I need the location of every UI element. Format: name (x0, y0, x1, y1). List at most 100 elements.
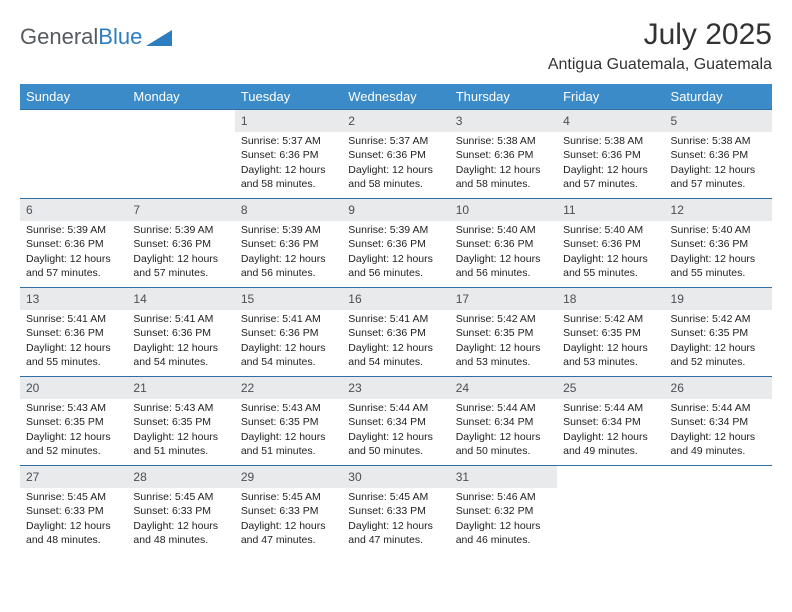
day-number: 23 (342, 377, 449, 399)
day-details: Sunrise: 5:45 AMSunset: 6:33 PMDaylight:… (342, 488, 449, 551)
day-details: Sunrise: 5:39 AMSunset: 6:36 PMDaylight:… (342, 221, 449, 284)
day-number: 20 (20, 377, 127, 399)
day-details: Sunrise: 5:44 AMSunset: 6:34 PMDaylight:… (665, 399, 772, 462)
day-details: Sunrise: 5:45 AMSunset: 6:33 PMDaylight:… (235, 488, 342, 551)
day-number: 22 (235, 377, 342, 399)
day-cell: 18Sunrise: 5:42 AMSunset: 6:35 PMDayligh… (557, 288, 664, 377)
day-cell: 9Sunrise: 5:39 AMSunset: 6:36 PMDaylight… (342, 199, 449, 288)
calendar-row: 27Sunrise: 5:45 AMSunset: 6:33 PMDayligh… (20, 466, 772, 555)
day-details: Sunrise: 5:46 AMSunset: 6:32 PMDaylight:… (450, 488, 557, 551)
day-cell: 12Sunrise: 5:40 AMSunset: 6:36 PMDayligh… (665, 199, 772, 288)
empty-cell (20, 110, 127, 199)
day-cell: 15Sunrise: 5:41 AMSunset: 6:36 PMDayligh… (235, 288, 342, 377)
header: GeneralBlue July 2025 Antigua Guatemala,… (20, 18, 772, 74)
day-details: Sunrise: 5:45 AMSunset: 6:33 PMDaylight:… (127, 488, 234, 551)
weekday-header: Tuesday (235, 84, 342, 110)
day-cell: 29Sunrise: 5:45 AMSunset: 6:33 PMDayligh… (235, 466, 342, 555)
day-number: 1 (235, 110, 342, 132)
day-details: Sunrise: 5:42 AMSunset: 6:35 PMDaylight:… (665, 310, 772, 373)
day-cell: 22Sunrise: 5:43 AMSunset: 6:35 PMDayligh… (235, 377, 342, 466)
day-number: 29 (235, 466, 342, 488)
day-number: 31 (450, 466, 557, 488)
weekday-header: Thursday (450, 84, 557, 110)
day-cell: 2Sunrise: 5:37 AMSunset: 6:36 PMDaylight… (342, 110, 449, 199)
day-number: 28 (127, 466, 234, 488)
weekday-header: Saturday (665, 84, 772, 110)
day-details: Sunrise: 5:44 AMSunset: 6:34 PMDaylight:… (342, 399, 449, 462)
weekday-header-row: SundayMondayTuesdayWednesdayThursdayFrid… (20, 84, 772, 110)
day-cell: 7Sunrise: 5:39 AMSunset: 6:36 PMDaylight… (127, 199, 234, 288)
day-details: Sunrise: 5:43 AMSunset: 6:35 PMDaylight:… (235, 399, 342, 462)
day-number: 27 (20, 466, 127, 488)
day-number: 21 (127, 377, 234, 399)
day-details: Sunrise: 5:37 AMSunset: 6:36 PMDaylight:… (235, 132, 342, 195)
weekday-header: Sunday (20, 84, 127, 110)
day-cell: 21Sunrise: 5:43 AMSunset: 6:35 PMDayligh… (127, 377, 234, 466)
title-block: July 2025 Antigua Guatemala, Guatemala (548, 18, 772, 74)
day-details: Sunrise: 5:42 AMSunset: 6:35 PMDaylight:… (450, 310, 557, 373)
day-number: 7 (127, 199, 234, 221)
day-details: Sunrise: 5:38 AMSunset: 6:36 PMDaylight:… (450, 132, 557, 195)
day-details: Sunrise: 5:42 AMSunset: 6:35 PMDaylight:… (557, 310, 664, 373)
day-cell: 30Sunrise: 5:45 AMSunset: 6:33 PMDayligh… (342, 466, 449, 555)
day-cell: 4Sunrise: 5:38 AMSunset: 6:36 PMDaylight… (557, 110, 664, 199)
day-cell: 11Sunrise: 5:40 AMSunset: 6:36 PMDayligh… (557, 199, 664, 288)
day-cell: 16Sunrise: 5:41 AMSunset: 6:36 PMDayligh… (342, 288, 449, 377)
day-number: 3 (450, 110, 557, 132)
location-label: Antigua Guatemala, Guatemala (548, 56, 772, 74)
day-cell: 31Sunrise: 5:46 AMSunset: 6:32 PMDayligh… (450, 466, 557, 555)
day-number: 15 (235, 288, 342, 310)
day-cell: 17Sunrise: 5:42 AMSunset: 6:35 PMDayligh… (450, 288, 557, 377)
day-cell: 13Sunrise: 5:41 AMSunset: 6:36 PMDayligh… (20, 288, 127, 377)
day-number: 24 (450, 377, 557, 399)
day-details: Sunrise: 5:37 AMSunset: 6:36 PMDaylight:… (342, 132, 449, 195)
weekday-header: Monday (127, 84, 234, 110)
day-number: 18 (557, 288, 664, 310)
day-details: Sunrise: 5:40 AMSunset: 6:36 PMDaylight:… (450, 221, 557, 284)
weekday-header: Friday (557, 84, 664, 110)
day-number: 16 (342, 288, 449, 310)
day-number: 13 (20, 288, 127, 310)
day-cell: 5Sunrise: 5:38 AMSunset: 6:36 PMDaylight… (665, 110, 772, 199)
day-cell: 24Sunrise: 5:44 AMSunset: 6:34 PMDayligh… (450, 377, 557, 466)
day-details: Sunrise: 5:45 AMSunset: 6:33 PMDaylight:… (20, 488, 127, 551)
day-details: Sunrise: 5:43 AMSunset: 6:35 PMDaylight:… (20, 399, 127, 462)
day-number: 10 (450, 199, 557, 221)
day-number: 5 (665, 110, 772, 132)
calendar-row: 1Sunrise: 5:37 AMSunset: 6:36 PMDaylight… (20, 110, 772, 199)
month-title: July 2025 (548, 18, 772, 52)
day-number: 14 (127, 288, 234, 310)
day-number: 17 (450, 288, 557, 310)
day-number: 6 (20, 199, 127, 221)
day-number: 8 (235, 199, 342, 221)
calendar-table: SundayMondayTuesdayWednesdayThursdayFrid… (20, 84, 772, 554)
day-details: Sunrise: 5:39 AMSunset: 6:36 PMDaylight:… (235, 221, 342, 284)
logo-text-blue: Blue (98, 24, 142, 50)
day-number: 12 (665, 199, 772, 221)
weekday-header: Wednesday (342, 84, 449, 110)
day-details: Sunrise: 5:38 AMSunset: 6:36 PMDaylight:… (665, 132, 772, 195)
day-number: 4 (557, 110, 664, 132)
day-cell: 1Sunrise: 5:37 AMSunset: 6:36 PMDaylight… (235, 110, 342, 199)
day-details: Sunrise: 5:43 AMSunset: 6:35 PMDaylight:… (127, 399, 234, 462)
day-number: 26 (665, 377, 772, 399)
day-number: 9 (342, 199, 449, 221)
day-number: 30 (342, 466, 449, 488)
empty-cell (665, 466, 772, 555)
day-details: Sunrise: 5:38 AMSunset: 6:36 PMDaylight:… (557, 132, 664, 195)
day-number: 11 (557, 199, 664, 221)
empty-cell (557, 466, 664, 555)
day-cell: 3Sunrise: 5:38 AMSunset: 6:36 PMDaylight… (450, 110, 557, 199)
empty-cell (127, 110, 234, 199)
calendar-row: 13Sunrise: 5:41 AMSunset: 6:36 PMDayligh… (20, 288, 772, 377)
day-number: 25 (557, 377, 664, 399)
day-details: Sunrise: 5:41 AMSunset: 6:36 PMDaylight:… (20, 310, 127, 373)
day-details: Sunrise: 5:39 AMSunset: 6:36 PMDaylight:… (20, 221, 127, 284)
day-number: 19 (665, 288, 772, 310)
day-number: 2 (342, 110, 449, 132)
day-details: Sunrise: 5:41 AMSunset: 6:36 PMDaylight:… (342, 310, 449, 373)
logo-text-gray: General (20, 24, 98, 50)
logo: GeneralBlue (20, 18, 172, 50)
day-details: Sunrise: 5:40 AMSunset: 6:36 PMDaylight:… (557, 221, 664, 284)
day-details: Sunrise: 5:44 AMSunset: 6:34 PMDaylight:… (450, 399, 557, 462)
